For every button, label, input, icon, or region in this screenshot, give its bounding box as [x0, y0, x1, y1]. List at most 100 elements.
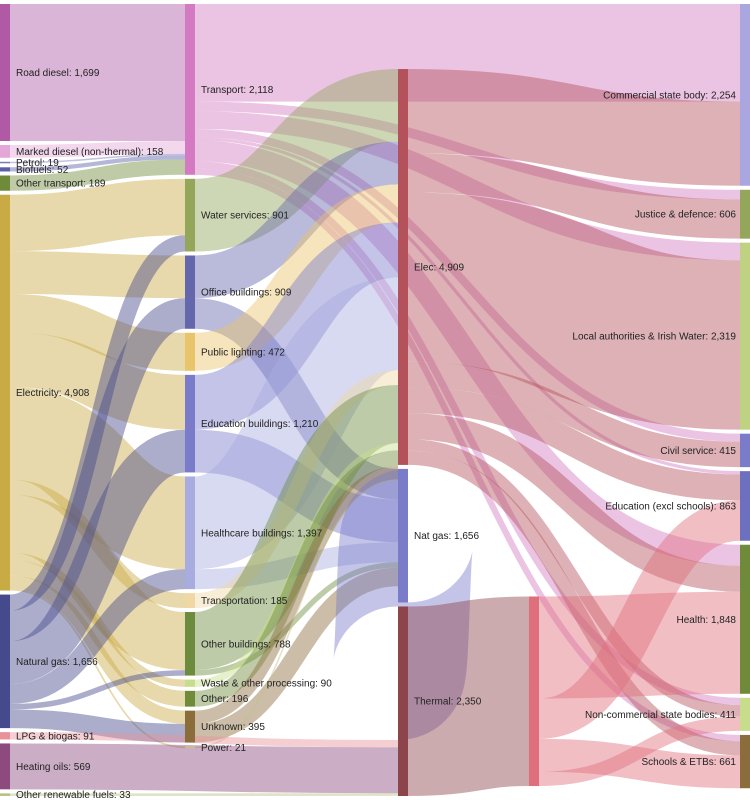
node-noncommercial_state — [740, 697, 750, 731]
node-other_renewable — [0, 793, 10, 796]
link-education_buildings-to-elec — [193, 222, 400, 430]
link-marked_diesel-to-transport — [9, 141, 186, 158]
node-thermal_out — [529, 596, 539, 786]
link-electricity-to-unknown — [9, 575, 186, 724]
node-label-power: Power: 21 — [201, 743, 246, 754]
node-local_authorities — [740, 242, 750, 430]
node-nat_gas — [398, 468, 408, 603]
node-waste_processing — [185, 679, 195, 687]
node-thermal — [398, 606, 408, 796]
link-elec-to-education_excl — [407, 387, 741, 501]
node-public_lighting — [185, 332, 195, 371]
link-elec-to-justice_defence — [407, 153, 741, 239]
node-office_buildings — [185, 255, 195, 329]
node-label-waste_processing: Waste & other processing: 90 — [201, 679, 332, 690]
node-label-petrol: Petrol: 19 — [16, 158, 59, 169]
node-label-biofuels: Biofuels: 52 — [16, 165, 69, 176]
link-transport-to-noncommercial_state — [194, 161, 741, 706]
link-water_services-to-elec — [193, 69, 400, 252]
link-elec-to-health — [407, 413, 741, 592]
node-heating_oils — [0, 743, 10, 790]
node-label-education_buildings: Education buildings: 1,210 — [201, 419, 319, 430]
node-education_excl — [740, 471, 750, 541]
link-transportation-to-elec — [194, 370, 399, 609]
node-label-health: Health: 1,848 — [677, 615, 737, 626]
node-label-justice_defence: Justice & defence: 606 — [635, 210, 737, 221]
link-thermal_out-to-education_excl — [537, 500, 742, 739]
link-waste_processing-to-elec — [194, 443, 399, 687]
link-other_buildings-to-elec — [192, 384, 401, 671]
node-label-other_renewable: Other renewable fuels: 33 — [16, 790, 131, 800]
link-transport-to-civil_service — [194, 129, 741, 442]
sankey-nodes — [0, 4, 750, 796]
node-label-nat_gas: Nat gas: 1,656 — [414, 531, 479, 542]
node-label-schools_etbs: Schools & ETBs: 661 — [642, 757, 737, 768]
link-power-to-elec — [194, 479, 399, 749]
link-elec-to-schools_etbs — [407, 450, 741, 756]
node-label-heating_oils: Heating oils: 569 — [16, 762, 91, 773]
link-heating_oils-to-thermal — [9, 743, 399, 794]
node-label-lpg_biogas: LPG & biogas: 91 — [16, 731, 95, 742]
link-biofuels-to-transport — [9, 155, 186, 172]
link-public_lighting-to-elec — [193, 184, 400, 371]
node-lpg_biogas — [0, 732, 10, 740]
node-label-elec: Elec: 4,909 — [414, 262, 464, 273]
node-transport — [185, 4, 195, 175]
node-label-education_excl: Education (excl schools): 863 — [605, 501, 736, 512]
node-power — [185, 746, 195, 749]
node-other_transport — [0, 175, 10, 191]
sankey-links — [7, 3, 742, 796]
node-commercial_state — [740, 4, 750, 186]
node-label-marked_diesel: Marked diesel (non-thermal): 158 — [16, 147, 164, 158]
node-elec — [398, 69, 408, 465]
node-label-natural_gas: Natural gas: 1,656 — [16, 657, 98, 668]
link-transport-to-education_excl — [194, 137, 741, 475]
link-elec-to-local_authorities — [406, 192, 742, 430]
node-petrol — [0, 161, 10, 164]
node-label-local_authorities: Local authorities & Irish Water: 2,319 — [572, 332, 736, 343]
link-elec-to-civil_service — [407, 361, 741, 468]
link-other-to-elec — [194, 450, 399, 707]
node-justice_defence — [740, 189, 750, 239]
node-transportation — [185, 593, 195, 609]
link-transport-to-justice_defence — [194, 101, 741, 200]
node-label-public_lighting: Public lighting: 472 — [201, 347, 285, 358]
link-unknown-to-elec — [194, 466, 399, 724]
link-other_buildings-to-nat_gas — [194, 562, 399, 676]
node-label-other_transport: Other transport: 189 — [16, 179, 106, 190]
node-unknown — [185, 710, 195, 743]
node-label-electricity: Electricity: 4,908 — [16, 388, 90, 399]
link-elec-to-noncommercial_state — [407, 439, 741, 717]
link-electricity-to-transportation — [9, 479, 186, 609]
link-electricity-to-public_lighting — [9, 293, 186, 371]
node-label-transport: Transport: 2,118 — [201, 85, 274, 96]
link-electricity-to-healthcare_buildings — [7, 386, 188, 570]
node-label-commercial_state: Commercial state body: 2,254 — [603, 90, 736, 101]
node-label-other: Other: 196 — [201, 694, 249, 705]
link-transport-to-health — [194, 140, 741, 566]
link-transport-to-schools_etbs — [194, 168, 741, 742]
node-biofuels — [0, 167, 10, 172]
link-thermal_out-to-health — [538, 591, 741, 699]
node-marked_diesel — [0, 145, 10, 158]
node-label-healthcare_buildings: Healthcare buildings: 1,397 — [201, 528, 323, 539]
node-natural_gas — [0, 594, 10, 729]
node-other_buildings — [185, 612, 195, 676]
node-label-civil_service: Civil service: 415 — [660, 446, 736, 457]
link-office_buildings-to-elec — [193, 141, 400, 299]
link-lpg_biogas-to-thermal — [9, 732, 399, 748]
link-electricity-to-water_services — [9, 178, 186, 252]
node-education_buildings — [185, 374, 195, 473]
link-electricity-to-power — [9, 588, 186, 749]
link-healthcare_buildings-to-elec — [190, 277, 403, 570]
link-natural_gas-to-healthcare_buildings — [9, 569, 186, 704]
link-thermal_out-to-noncommercial_state — [538, 716, 741, 787]
link-petrol-to-transport — [9, 153, 186, 164]
link-thermal_out-to-schools_etbs — [538, 738, 741, 789]
link-unknown-to-nat_gas — [194, 567, 399, 743]
link-electricity-to-office_buildings — [9, 251, 186, 299]
link-electricity-to-waste_processing — [9, 552, 186, 687]
node-label-transportation: Transportation: 185 — [201, 596, 288, 607]
node-label-unknown: Unknown: 395 — [201, 722, 265, 733]
